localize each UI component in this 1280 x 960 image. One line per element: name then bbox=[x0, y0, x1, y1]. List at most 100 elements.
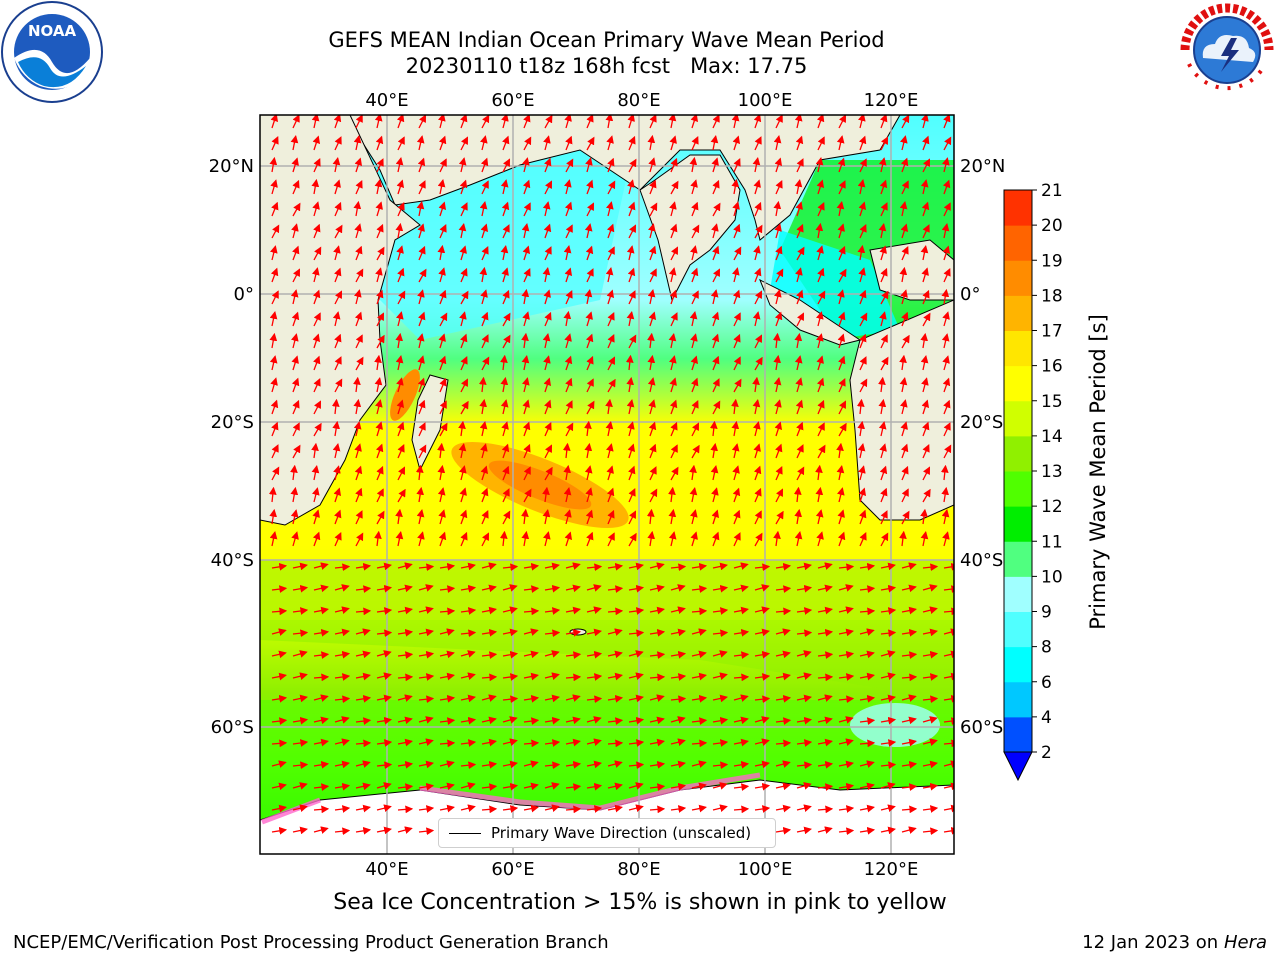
wave-direction-arrow bbox=[670, 606, 686, 614]
wave-direction-arrow bbox=[691, 201, 699, 217]
wave-direction-arrow bbox=[355, 717, 372, 725]
wave-direction-arrow bbox=[752, 376, 760, 393]
wave-direction-arrow bbox=[773, 530, 781, 547]
wave-direction-arrow bbox=[943, 804, 954, 813]
wave-direction-arrow bbox=[502, 673, 519, 681]
wave-direction-arrow bbox=[565, 400, 573, 415]
wave-direction-arrow bbox=[354, 465, 363, 481]
wave-direction-arrow bbox=[712, 650, 728, 658]
wave-direction-arrow bbox=[334, 290, 342, 305]
wave-direction-arrow bbox=[355, 672, 371, 681]
wave-direction-arrow bbox=[837, 289, 845, 305]
colorbar-tick-label: 18 bbox=[1041, 286, 1063, 306]
wave-direction-arrow bbox=[502, 606, 518, 614]
wave-direction-arrow bbox=[586, 695, 603, 704]
wave-direction-arrow bbox=[689, 311, 698, 327]
wave-direction-arrow bbox=[646, 508, 655, 525]
wave-direction-arrow bbox=[376, 488, 384, 503]
wave-direction-arrow bbox=[942, 157, 950, 173]
wave-direction-arrow bbox=[269, 332, 278, 349]
wave-direction-arrow bbox=[732, 267, 740, 283]
wave-direction-arrow bbox=[439, 562, 456, 571]
wave-direction-arrow bbox=[880, 629, 897, 638]
wave-direction-arrow bbox=[943, 422, 951, 437]
wave-direction-arrow bbox=[313, 584, 329, 593]
wave-direction-arrow bbox=[334, 606, 350, 614]
wave-direction-arrow bbox=[292, 739, 309, 747]
wave-direction-arrow bbox=[857, 244, 866, 261]
wave-direction-arrow bbox=[836, 442, 844, 459]
wave-direction-arrow bbox=[334, 673, 351, 681]
wave-direction-arrow bbox=[459, 465, 467, 481]
wave-direction-arrow bbox=[439, 158, 447, 173]
wave-direction-arrow bbox=[775, 443, 783, 459]
wave-direction-arrow bbox=[817, 584, 833, 593]
wave-direction-arrow bbox=[355, 607, 372, 616]
lon-label-bottom-60e: 60°E bbox=[491, 859, 534, 880]
wave-direction-arrow bbox=[542, 201, 551, 217]
wave-direction-arrow bbox=[775, 628, 791, 636]
wave-direction-arrow bbox=[418, 422, 426, 437]
wave-direction-arrow bbox=[626, 245, 635, 261]
lat-label-right-40s: 40°S bbox=[960, 550, 1003, 571]
wave-direction-arrow bbox=[837, 531, 846, 547]
wave-direction-arrow bbox=[543, 223, 552, 239]
wave-direction-arrow bbox=[838, 628, 854, 637]
wave-direction-arrow bbox=[754, 334, 762, 349]
wave-direction-arrow bbox=[292, 562, 308, 571]
wave-direction-arrow bbox=[880, 761, 897, 770]
wave-direction-arrow bbox=[838, 695, 855, 704]
wave-direction-arrow bbox=[353, 135, 362, 151]
wave-direction-arrow bbox=[605, 115, 614, 129]
colorbar-tick-label: 14 bbox=[1041, 427, 1063, 447]
wave-direction-arrow bbox=[900, 289, 908, 305]
wave-direction-arrow bbox=[521, 288, 530, 305]
wave-direction-arrow bbox=[858, 465, 866, 481]
wave-direction-arrow bbox=[880, 716, 897, 725]
wave-direction-arrow bbox=[522, 245, 531, 261]
wave-direction-arrow bbox=[479, 398, 488, 415]
lon-label-top-100e: 100°E bbox=[738, 90, 793, 111]
wave-direction-arrow bbox=[607, 628, 623, 636]
wave-direction-arrow bbox=[502, 782, 519, 791]
wave-direction-arrow bbox=[376, 312, 384, 327]
wave-direction-arrow bbox=[627, 115, 635, 129]
wave-direction-arrow bbox=[418, 695, 435, 704]
wave-direction-arrow bbox=[836, 135, 845, 151]
wave-direction-arrow bbox=[859, 650, 875, 659]
wave-direction-arrow bbox=[901, 651, 918, 659]
wave-direction-arrow bbox=[837, 333, 846, 349]
wave-direction-arrow bbox=[733, 760, 750, 769]
wave-direction-arrow bbox=[271, 628, 287, 636]
wave-direction-arrow bbox=[796, 444, 804, 459]
wave-direction-arrow bbox=[480, 223, 489, 239]
wave-direction-arrow bbox=[899, 201, 908, 217]
wave-direction-arrow bbox=[375, 135, 384, 151]
wave-direction-arrow bbox=[794, 355, 803, 371]
wave-direction-arrow bbox=[880, 782, 896, 790]
wave-direction-arrow bbox=[690, 115, 699, 129]
colorbar-segment bbox=[1004, 506, 1032, 542]
wave-direction-arrow bbox=[437, 179, 446, 195]
wave-direction-arrow bbox=[880, 739, 897, 747]
wave-direction-arrow bbox=[796, 716, 813, 725]
wave-direction-arrow bbox=[649, 760, 666, 769]
wave-direction-arrow bbox=[669, 377, 677, 393]
wave-direction-arrow bbox=[292, 245, 300, 261]
wave-direction-arrow bbox=[753, 421, 761, 437]
australia-landmass bbox=[849, 299, 954, 521]
wave-direction-arrow bbox=[502, 289, 510, 305]
wave-direction-arrow bbox=[355, 804, 371, 813]
wave-direction-arrow bbox=[858, 135, 867, 151]
wave-direction-arrow bbox=[796, 694, 812, 703]
wave-direction-arrow bbox=[523, 782, 539, 791]
wave-direction-arrow bbox=[480, 157, 489, 173]
wave-direction-arrow bbox=[395, 222, 404, 239]
map-plot-area bbox=[260, 115, 954, 854]
wave-direction-arrow bbox=[690, 531, 698, 547]
wave-direction-arrow bbox=[711, 223, 719, 239]
wave-direction-arrow bbox=[313, 805, 330, 814]
wave-direction-arrow bbox=[942, 355, 950, 371]
wave-direction-arrow bbox=[920, 531, 929, 547]
wave-direction-arrow bbox=[775, 510, 784, 525]
